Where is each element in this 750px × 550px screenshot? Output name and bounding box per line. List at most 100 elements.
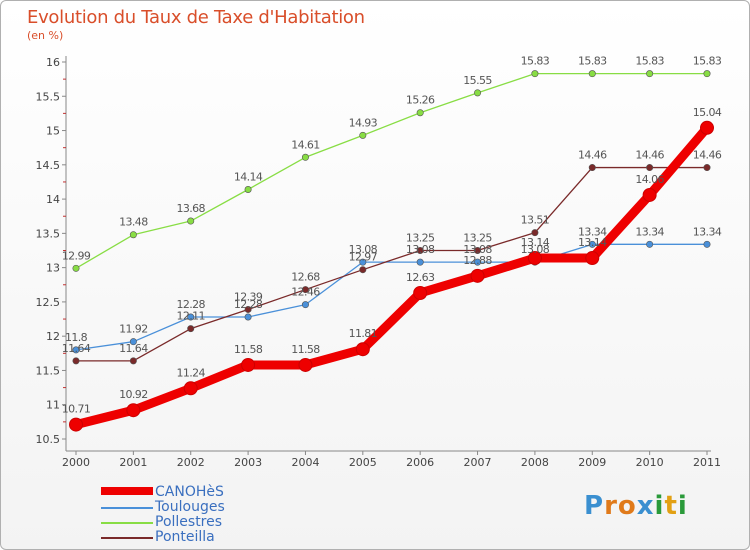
data-point-ponteilla [416,247,424,255]
data-point-toulouges [416,258,424,266]
data-point-canohs [241,357,256,372]
data-point-canohs [69,417,83,432]
series-line-canohs [71,123,712,430]
y-tick-label: 15 [46,125,60,138]
logo-letter: P [584,491,605,521]
data-label-canohs: 11.81 [349,327,378,340]
data-label-pollestres: 15.55 [463,74,492,87]
logo-letter: o [617,491,637,521]
data-label-canohs: 15.04 [693,106,722,119]
data-point-toulouges [646,240,654,248]
x-tick-label: 2003 [234,456,262,469]
x-tick-label: 2004 [291,456,319,469]
logo-letter: r [604,491,618,521]
data-point-pollestres [646,70,654,78]
y-tick-label: 14.5 [36,159,61,172]
unit-label: (en %) [27,29,64,42]
legend-label-pollestres: Pollestres [155,514,223,530]
data-label-ponteilla: 14.46 [693,149,722,162]
data-point-ponteilla [359,266,367,274]
data-label-pollestres: 12.99 [62,249,91,262]
x-tick-label: 2006 [406,456,434,469]
data-label-pollestres: 15.26 [406,94,435,107]
data-label-toulouges: 13.34 [693,225,722,238]
legend-swatch-toulouges [101,507,153,509]
data-point-canohs [413,285,428,300]
data-label-pollestres: 13.48 [119,216,148,229]
x-tick-label: 2001 [119,456,147,469]
data-point-toulouges [359,258,367,266]
data-label-ponteilla: 13.25 [406,232,435,245]
data-point-ponteilla [301,286,309,294]
data-point-toulouges [129,338,137,346]
data-label-canohs: 10.92 [119,388,148,401]
data-label-toulouges: 13.08 [349,243,378,256]
data-point-canohs [585,251,600,266]
data-label-toulouges: 12.28 [234,298,263,311]
x-tick-label: 2000 [62,456,90,469]
data-point-pollestres [301,153,309,161]
data-label-ponteilla: 12.39 [234,290,263,303]
y-tick-label: 10.5 [36,433,61,446]
y-tick-label: 13.5 [36,227,61,240]
data-label-canohs: 12.63 [406,271,435,284]
data-point-pollestres [703,70,711,78]
data-label-toulouges: 11.92 [119,323,148,336]
data-point-pollestres [72,264,80,272]
data-point-canohs [527,251,542,266]
legend-swatch-ponteilla [101,537,153,539]
data-label-pollestres: 13.68 [176,202,205,215]
data-label-ponteilla: 12.97 [349,251,378,264]
data-point-pollestres [129,231,137,239]
data-point-pollestres [588,70,596,78]
data-label-toulouges: 13.08 [463,243,492,256]
data-label-canohs: 12.88 [463,254,492,267]
data-point-toulouges [588,240,596,248]
data-point-canohs [642,187,657,202]
data-label-canohs: 11.58 [234,343,263,356]
chart-title: Evolution du Taux de Taxe d'Habitation [27,7,365,28]
data-point-toulouges [72,346,80,354]
legend-swatch-pollestres [101,522,153,524]
data-point-canohs [126,403,141,418]
data-label-pollestres: 15.83 [521,55,550,68]
data-point-ponteilla [703,164,711,172]
data-label-ponteilla: 14.46 [635,149,664,162]
data-point-pollestres [187,217,195,225]
data-label-ponteilla: 11.64 [62,342,91,355]
data-point-canohs [700,120,714,135]
logo-letter: x [636,491,655,521]
logo-letter: t [664,491,678,521]
y-tick-label: 13 [46,262,60,275]
data-point-ponteilla [129,357,137,365]
series-line-pollestres [75,73,708,269]
data-label-pollestres: 14.93 [349,116,378,129]
data-point-canohs [183,381,198,396]
data-point-canohs [355,342,370,357]
logo-letter: i [654,491,665,521]
data-label-pollestres: 15.83 [635,55,664,68]
y-tick-label: 11 [46,399,60,412]
data-label-canohs: 10.71 [62,403,91,416]
data-label-ponteilla: 13.25 [463,232,492,245]
legend-label-ponteilla: Ponteilla [155,529,215,545]
data-point-canohs [470,268,485,283]
data-label-pollestres: 15.83 [578,55,607,68]
data-point-ponteilla [474,247,482,255]
data-label-pollestres: 14.14 [234,170,263,183]
data-label-canohs: 11.24 [176,366,205,379]
x-tick-label: 2010 [636,456,664,469]
x-tick-label: 2005 [349,456,377,469]
data-point-ponteilla [187,325,195,333]
legend-label-canohes: CANOHèS [155,484,224,500]
data-label-canohs: 11.58 [291,343,320,356]
x-tick-label: 2008 [521,456,549,469]
data-point-ponteilla [531,229,539,237]
y-tick-label: 14 [46,193,60,206]
data-label-ponteilla: 12.68 [291,271,320,284]
data-label-pollestres: 15.83 [693,55,722,68]
proxiti-logo: Proxiti [584,491,688,521]
data-label-toulouges: 12.28 [176,298,205,311]
